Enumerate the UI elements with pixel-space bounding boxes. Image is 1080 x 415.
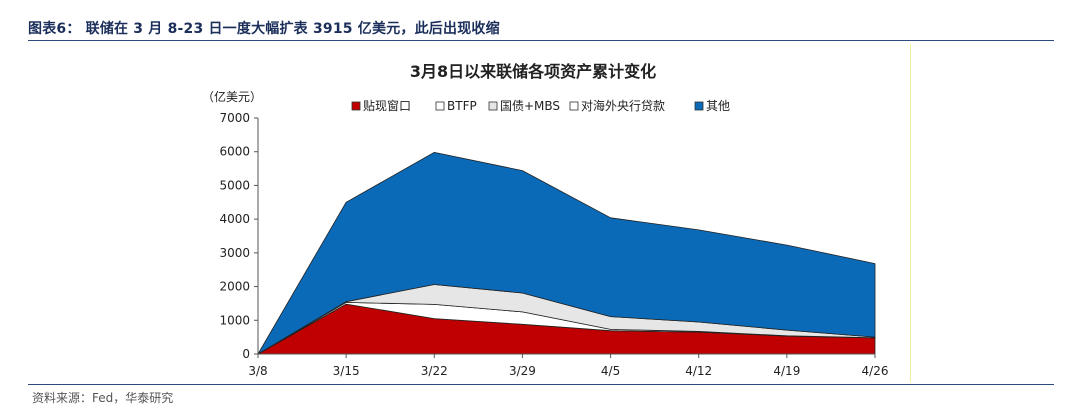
footer-rule: [28, 384, 1054, 385]
axes: 0 1000 2000 3000 4000 5000 6000 7000 3/8 3/15 3/22…: [219, 111, 888, 378]
y-tick-label: 2000: [219, 280, 250, 294]
x-tick-label: 3/22: [421, 364, 448, 378]
y-tick-label: 4000: [219, 212, 250, 226]
y-tick-label: 7000: [219, 111, 250, 125]
x-tick-label: 3/8: [248, 364, 267, 378]
y-tick-label: 1000: [219, 313, 250, 327]
legend-swatch: [569, 101, 579, 111]
x-tick-label: 4/19: [773, 364, 800, 378]
source-note: 资料来源：Fed，华泰研究: [32, 391, 174, 405]
y-tick-label: 5000: [219, 178, 250, 192]
y-tick-label: 6000: [219, 145, 250, 159]
y-tick-label: 3000: [219, 246, 250, 260]
legend-swatch: [694, 101, 704, 111]
x-tick-label: 3/29: [509, 364, 536, 378]
figure-header: 图表6： 联储在 3 月 8-23 日一度大幅扩表 3915 亿美元，此后出现收…: [28, 21, 500, 37]
x-tick-label: 4/5: [601, 364, 620, 378]
chart-title: 3月8日以来联储各项资产累计变化: [410, 62, 656, 81]
header-rule: [28, 40, 1054, 41]
legend-label: BTFP: [447, 99, 477, 113]
legend-swatch: [435, 101, 445, 111]
area-series: [257, 152, 876, 355]
legend-swatch: [351, 101, 361, 111]
chart-frame-edge: [910, 44, 911, 382]
x-tick-label: 3/15: [333, 364, 360, 378]
legend-label: 国债+MBS: [500, 99, 560, 113]
x-tick-label: 4/12: [685, 364, 712, 378]
legend-swatch: [488, 101, 498, 111]
legend-label: 对海外央行贷款: [581, 98, 665, 113]
x-tick-label: 4/26: [862, 364, 889, 378]
y-tick-label: 0: [242, 347, 250, 361]
area-series-4: [257, 152, 876, 355]
legend-label: 其他: [706, 99, 730, 113]
legend: 贴现窗口 BTFP 国债+MBS 对海外央行贷款 其他: [351, 98, 730, 113]
legend-label: 贴现窗口: [363, 99, 411, 113]
y-axis-unit: （亿美元）: [202, 89, 262, 104]
